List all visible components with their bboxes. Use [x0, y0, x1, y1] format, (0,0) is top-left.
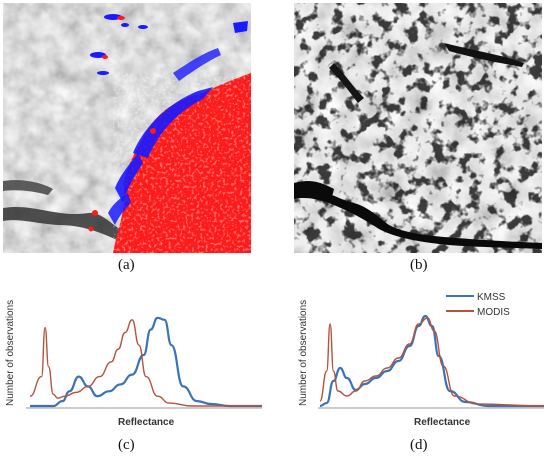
legend-modis-label: MODIS: [477, 307, 510, 318]
chart-c-svg: Number of observations Reflectance: [0, 278, 270, 438]
chart-d-svg: Number of observations Reflectance KMSS …: [294, 278, 550, 438]
series-modis-line: [29, 319, 262, 407]
chart-d: Number of observations Reflectance KMSS …: [294, 278, 550, 438]
panel-label-a: (a): [118, 257, 135, 273]
series-kmss-line: [29, 316, 262, 408]
series-modis-line: [319, 317, 545, 407]
chart-c-ylabel: Number of observations: [5, 300, 16, 406]
chart-d-xlabel: Reflectance: [414, 417, 471, 428]
chart-d-ylabel: Number of observations: [298, 300, 309, 406]
panel-label-d: (d): [410, 437, 428, 453]
legend-kmss-label: KMSS: [477, 292, 506, 303]
chart-c: Number of observations Reflectance: [0, 278, 270, 438]
panel-label-c: (c): [118, 437, 135, 453]
panel-label-b: (b): [410, 257, 428, 273]
image-b: [294, 3, 542, 253]
chart-d-legend: KMSS MODIS: [446, 292, 510, 318]
chart-c-xlabel: Reflectance: [118, 417, 175, 428]
image-a: [3, 3, 251, 253]
series-kmss-line: [319, 314, 544, 408]
